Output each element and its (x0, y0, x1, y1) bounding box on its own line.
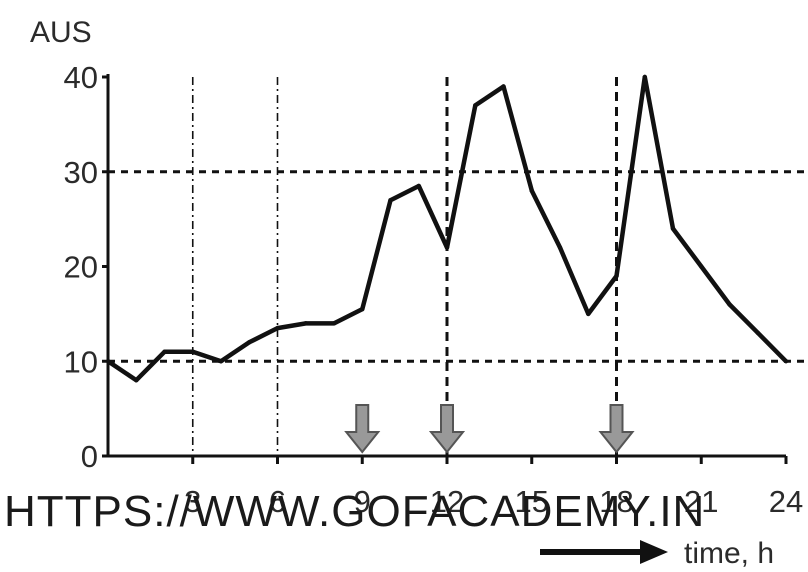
data-point (727, 302, 732, 307)
dose-arrow-12 (428, 404, 466, 454)
series-group (105, 74, 789, 383)
data-point (247, 340, 252, 345)
y-tick-label-20: 20 (64, 250, 98, 285)
x-tick-label-9: 9 (354, 484, 371, 519)
x-tick-label-24: 24 (769, 484, 803, 519)
y-tick-label-0: 0 (81, 439, 98, 474)
x-axis-title: time, h (684, 537, 774, 570)
data-point (699, 264, 704, 269)
data-point (218, 359, 224, 364)
data-point (444, 245, 450, 250)
data-point (557, 245, 563, 250)
data-point (501, 84, 506, 89)
data-point (360, 306, 365, 312)
x-tick-label-15: 15 (515, 484, 549, 519)
x-tick-label-3: 3 (184, 484, 201, 519)
data-point (162, 349, 167, 354)
data-point (190, 349, 195, 354)
x-tick-label-18: 18 (599, 484, 633, 519)
x-axis-title-group: time, h (540, 537, 774, 570)
data-point (105, 359, 111, 364)
data-point (586, 311, 591, 317)
data-point (388, 197, 393, 203)
data-point (755, 330, 760, 336)
x-tick-label-6: 6 (269, 484, 286, 519)
y-axis-title: AUS (30, 16, 92, 49)
data-point (134, 378, 139, 383)
data-point (416, 183, 421, 189)
data-point (303, 321, 308, 326)
time-arrow-head (640, 540, 668, 564)
data-point (783, 359, 789, 364)
dose-markers (344, 404, 635, 454)
data-point (670, 226, 676, 231)
x-tick-label-12: 12 (430, 484, 464, 519)
data-point (473, 103, 478, 108)
data-point (642, 74, 647, 80)
x-tick-label-21: 21 (684, 484, 718, 519)
dose-arrow-9 (344, 404, 381, 454)
dose-arrow-18 (598, 404, 635, 454)
y-tick-label-30: 30 (64, 155, 98, 190)
data-point (614, 273, 619, 279)
data-point (275, 325, 280, 331)
watermark-text: HTTPS://WWW.GOFACADEMY.IN (4, 487, 705, 536)
y-tick-label-40: 40 (64, 60, 98, 95)
data-point (529, 188, 534, 193)
y-tick-label-10: 10 (64, 344, 98, 379)
data-point (331, 321, 337, 326)
tick-labels: 0 10 20 30 40 3 6 9 12 15 18 21 24 (64, 60, 804, 519)
reference-lines (108, 77, 805, 456)
